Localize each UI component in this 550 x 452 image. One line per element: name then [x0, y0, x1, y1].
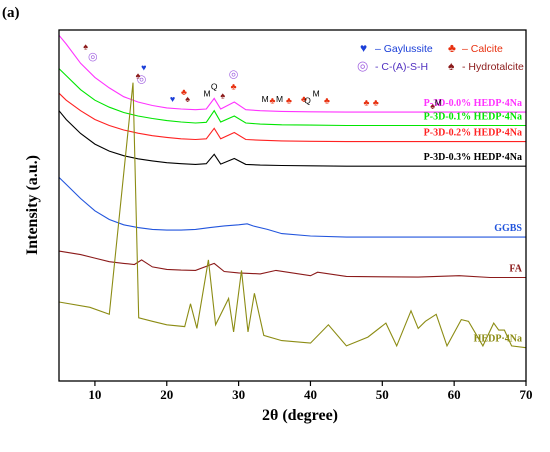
x-axis-ticks: 10 20 30 40 50 60 70 [88, 381, 533, 402]
phase-marker-icon: ♣ [364, 98, 370, 108]
plot-frame [58, 29, 527, 382]
x-tick-label: 60 [448, 387, 461, 402]
x-axis-label: 2θ (degree) [262, 407, 338, 424]
series-line-0 [58, 34, 526, 113]
phase-marker-icon: ♠ [430, 101, 435, 111]
phase-markers: ◎♥♥♠◎♠♣♠◎♣♠♣ ♣ ♣ ♣ ♣ ♣ ♠ [83, 41, 435, 111]
x-tick-label: 40 [304, 387, 317, 402]
phase-marker-icon: ♣ [286, 96, 292, 106]
series-line-3 [58, 110, 526, 167]
y-axis-label: Intensity (a.u.) [24, 155, 41, 255]
phase-marker-icon: ♠ [220, 90, 225, 100]
spade-icon: ♠ [448, 59, 455, 73]
peak-annotation: M [435, 98, 442, 108]
spiral-icon: ◎ [357, 58, 368, 73]
phase-marker-icon: ♥ [170, 94, 175, 104]
x-tick-label: 70 [520, 387, 533, 402]
phase-marker-icon: ◎ [137, 74, 147, 86]
panel-label: (a) [2, 5, 20, 21]
phase-marker-icon: ♠ [136, 70, 141, 80]
phase-marker-icon: ♣ [324, 96, 330, 106]
series-label-0: P-3D-0.0% HEDP·4Na [424, 98, 522, 109]
legend-label-calcite: – Calcite [462, 43, 503, 55]
legend-label-csh: - C-(A)-S-H [375, 61, 428, 73]
x-tick-label: 30 [232, 387, 245, 402]
peak-annotation: Q [304, 96, 311, 106]
legend-label-hydrotalcite: - Hydrotalcite [462, 61, 524, 73]
phase-marker-icon: ♠ [83, 41, 88, 51]
peak-annotation: M [313, 89, 320, 99]
series-label-4: GGBS [494, 223, 522, 234]
series-label-2: P-3D-0.2% HEDP·4Na [424, 128, 522, 139]
phase-marker-icon: ♣ [269, 96, 275, 106]
heart-icon: ♥ [360, 41, 367, 55]
series-label-6: HEDP·4Na [474, 334, 522, 345]
series-label-1: P-3D-0.1% HEDP·4Na [424, 112, 522, 123]
peak-annotation: M [262, 94, 269, 104]
legend: ♥ – Gaylussite ♣ – Calcite ◎ - C-(A)-S-H… [357, 41, 524, 73]
series-line-4 [58, 177, 526, 238]
phase-marker-icon: ♣ [301, 94, 307, 104]
phase-marker-icon: ♣ [181, 87, 187, 97]
peak-annotation: Q [211, 82, 218, 92]
phase-marker-icon: ♣ [231, 82, 237, 92]
series-line-5 [58, 250, 526, 279]
series-line-1 [58, 68, 526, 127]
peak-annotation: M [276, 94, 283, 104]
phase-marker-icon: ◎ [88, 51, 98, 63]
phase-marker-icon: ♣ [373, 98, 379, 108]
peak-annotation: M [203, 89, 210, 99]
peak-annotations: MQM M QMM [203, 82, 441, 108]
legend-label-gaylussite: – Gaylussite [375, 43, 433, 55]
phase-marker-icon: ◎ [229, 68, 239, 80]
phase-marker-icon: ♥ [141, 62, 146, 72]
phase-marker-icon: ♠ [185, 94, 190, 104]
series-line-6 [58, 82, 527, 349]
series-layer [58, 34, 527, 349]
club-icon: ♣ [448, 41, 456, 55]
x-tick-label: 10 [88, 387, 101, 402]
series-label-3: P-3D-0.3% HEDP·4Na [424, 152, 522, 163]
series-labels: P-3D-0.0% HEDP·4Na P-3D-0.1% HEDP·4Na P-3D… [424, 98, 523, 345]
series-line-2 [58, 92, 526, 143]
x-tick-label: 20 [160, 387, 173, 402]
series-label-5: FA [509, 264, 522, 275]
x-tick-label: 50 [376, 387, 389, 402]
